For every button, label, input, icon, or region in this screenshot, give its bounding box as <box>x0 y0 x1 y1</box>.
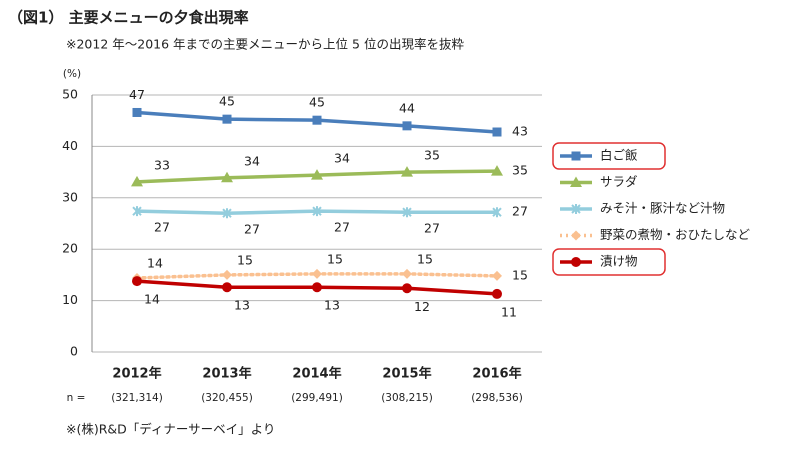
chart-title: （図1） 主要メニューの夕食出現率 <box>8 9 249 27</box>
legend-label: 漬け物 <box>600 254 638 269</box>
marker <box>132 276 142 287</box>
marker <box>311 169 323 180</box>
legend-label: みそ汁・豚汁など汁物 <box>600 201 725 216</box>
data-label: 27 <box>512 204 528 219</box>
x-tick-label: 2013年 <box>202 366 251 382</box>
marker <box>492 270 502 281</box>
marker <box>312 282 322 293</box>
data-label: 27 <box>154 220 170 235</box>
marker <box>222 269 232 280</box>
marker <box>571 151 581 161</box>
chart-subtitle: ※2012 年～2016 年までの主要メニューから上位 5 位の出現率を抜粋 <box>66 37 464 52</box>
x-tick-label: 2012年 <box>112 366 161 382</box>
marker <box>221 171 233 183</box>
y-tick-label: 0 <box>70 344 78 359</box>
data-label: 43 <box>512 124 528 139</box>
data-label: 12 <box>414 299 430 314</box>
y-tick-label: 40 <box>62 138 78 153</box>
sample-size: (308,215) <box>381 392 433 404</box>
marker <box>312 206 322 217</box>
data-label: 35 <box>424 148 440 163</box>
marker <box>222 208 232 219</box>
marker <box>312 268 322 279</box>
data-label: 11 <box>501 304 517 319</box>
marker <box>402 268 412 279</box>
data-label: 33 <box>154 157 170 172</box>
legend-label: 野菜の煮物・おひたしなど <box>600 227 751 242</box>
data-label: 15 <box>237 252 253 267</box>
data-label: 27 <box>334 220 350 235</box>
marker <box>491 165 503 176</box>
marker <box>402 283 412 294</box>
data-label: 15 <box>512 267 528 282</box>
y-axis-unit: (%) <box>63 68 81 80</box>
data-label: 44 <box>399 100 415 115</box>
data-label: 27 <box>424 221 440 236</box>
data-label: 13 <box>324 298 340 313</box>
data-label: 35 <box>512 163 528 178</box>
marker <box>222 114 232 124</box>
source-note: ※(株)R&D「ディナーサーベイ」より <box>66 422 275 437</box>
x-tick-label: 2016年 <box>472 366 521 382</box>
sample-size: (299,491) <box>291 392 343 404</box>
data-label: 34 <box>244 153 260 168</box>
marker <box>401 166 413 177</box>
marker <box>570 176 582 187</box>
marker <box>132 206 142 217</box>
legend-highlight <box>552 142 666 170</box>
marker <box>571 230 581 241</box>
sample-size: (321,314) <box>111 392 163 404</box>
data-label: 45 <box>219 94 235 109</box>
marker <box>571 204 581 214</box>
data-label: 15 <box>417 251 433 266</box>
data-label: 15 <box>327 251 343 266</box>
marker <box>492 127 502 137</box>
marker <box>492 207 502 218</box>
y-tick-label: 50 <box>62 87 78 102</box>
y-tick-label: 30 <box>62 189 78 204</box>
sample-size: (320,455) <box>201 392 253 404</box>
marker <box>312 115 322 125</box>
n-label: n = <box>67 392 86 404</box>
marker <box>132 107 142 117</box>
marker <box>402 121 412 131</box>
y-tick-label: 10 <box>62 292 78 307</box>
data-label: 13 <box>234 298 250 313</box>
data-label: 14 <box>147 255 163 270</box>
data-label: 45 <box>309 95 325 110</box>
data-label: 14 <box>144 292 160 307</box>
marker <box>571 257 581 267</box>
data-label: 27 <box>244 222 260 237</box>
x-tick-label: 2015年 <box>382 366 431 382</box>
marker <box>492 288 502 299</box>
marker <box>402 207 412 218</box>
marker <box>222 282 232 293</box>
x-tick-label: 2014年 <box>292 366 341 382</box>
legend-label: 白ご飯 <box>600 148 638 163</box>
legend-highlight <box>552 248 666 276</box>
legend-label: サラダ <box>600 174 638 189</box>
data-label: 34 <box>334 151 350 166</box>
y-tick-label: 20 <box>62 241 78 256</box>
data-label: 47 <box>129 87 145 102</box>
marker <box>131 175 143 187</box>
sample-size: (298,536) <box>471 392 523 404</box>
